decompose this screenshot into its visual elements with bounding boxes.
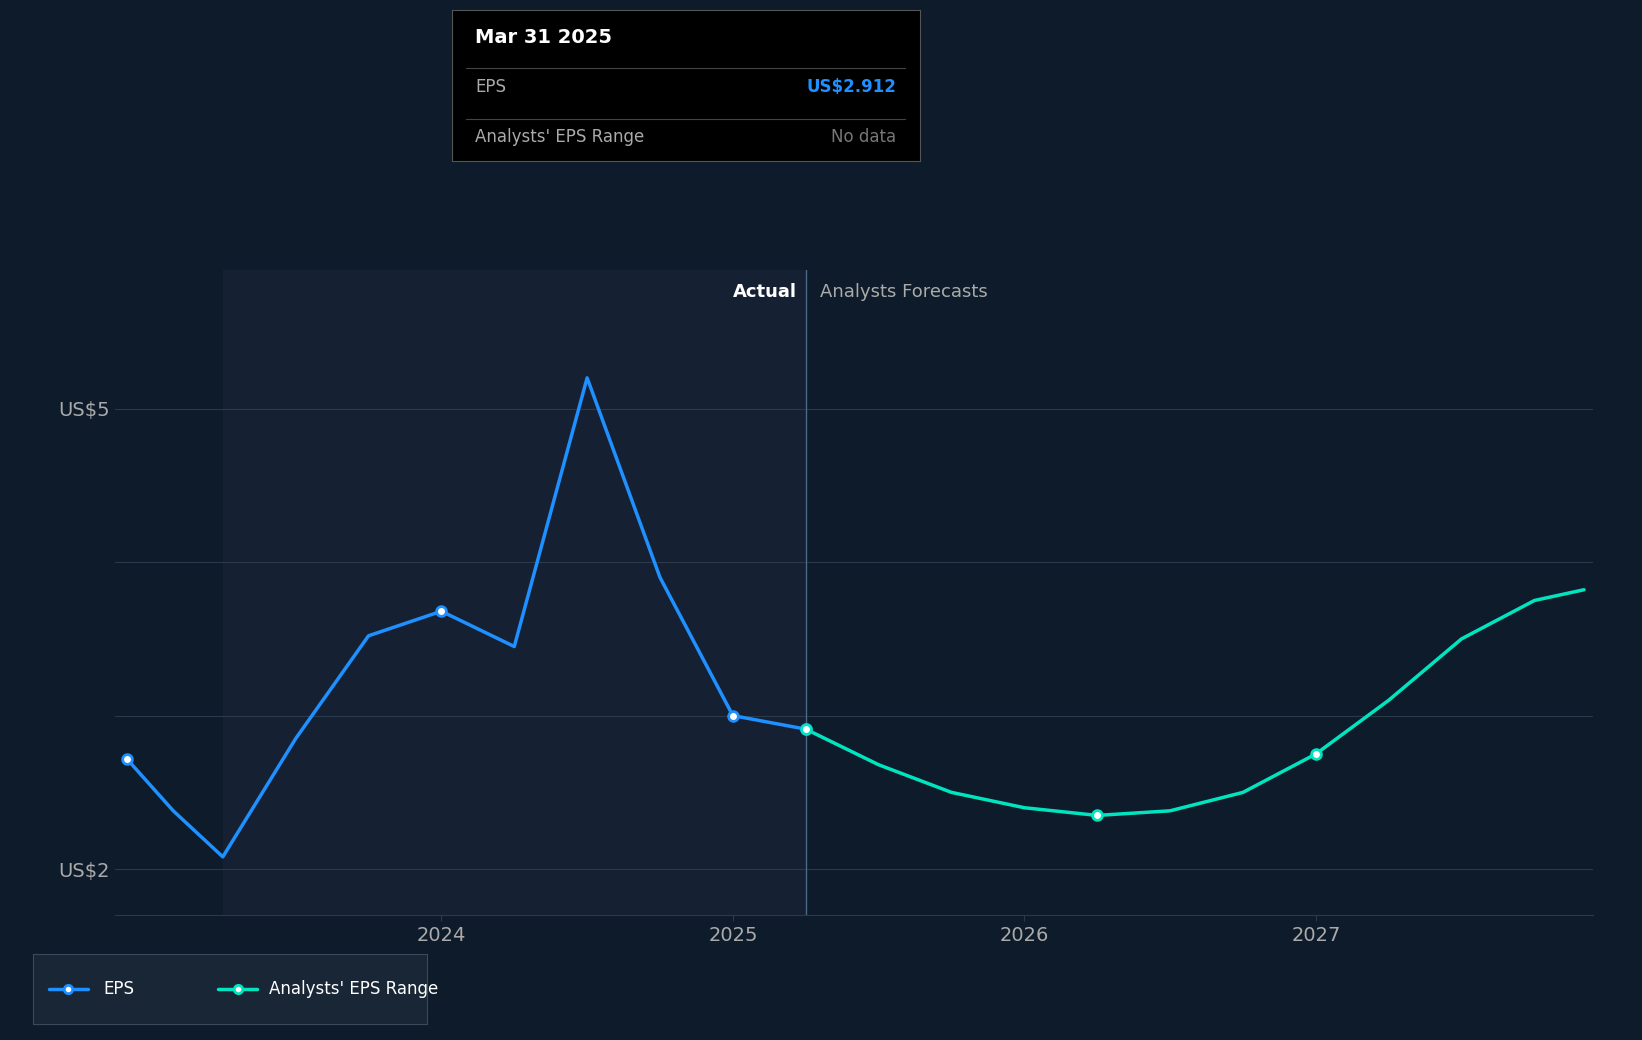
- Bar: [223, 270, 806, 915]
- Text: EPS: EPS: [475, 78, 506, 97]
- Text: Mar 31 2025: Mar 31 2025: [475, 28, 612, 48]
- Text: Analysts' EPS Range: Analysts' EPS Range: [269, 980, 438, 998]
- Text: Actual: Actual: [732, 283, 796, 301]
- Text: US$2.912: US$2.912: [806, 78, 897, 97]
- Text: EPS: EPS: [103, 980, 135, 998]
- Text: Analysts Forecasts: Analysts Forecasts: [821, 283, 988, 301]
- Text: No data: No data: [831, 128, 897, 146]
- Text: Analysts' EPS Range: Analysts' EPS Range: [475, 128, 644, 146]
